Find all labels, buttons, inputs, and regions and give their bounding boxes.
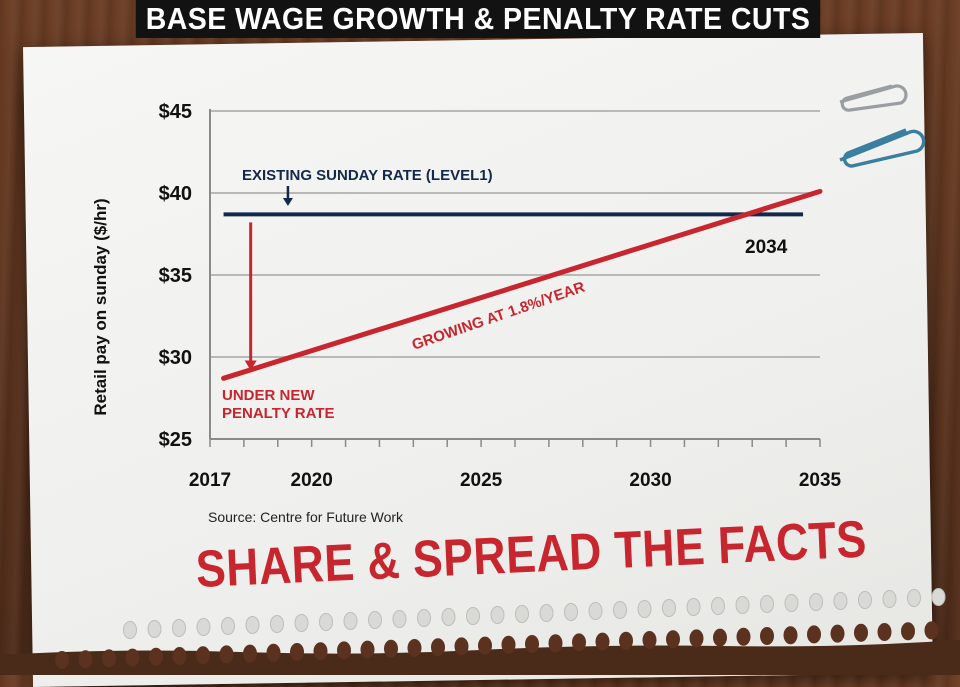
notebook-hole [55, 651, 69, 669]
notebook-hole [515, 605, 529, 623]
notebook-hole [642, 631, 657, 649]
y-tick-label: $40 [159, 183, 192, 205]
paper-clip-icon [839, 84, 908, 112]
notebook-hole [392, 610, 407, 628]
notebook-hole [525, 635, 539, 653]
notebook-hole [689, 629, 704, 648]
y-tick-label: $35 [159, 265, 192, 287]
notebook-hole [172, 647, 187, 665]
notebook-hole [431, 638, 445, 657]
notebook-hole [784, 594, 799, 612]
notebook-hole [123, 621, 137, 639]
notebook-hole [407, 639, 422, 657]
notebook-hole [384, 639, 398, 658]
notebook-hole [588, 602, 603, 620]
notebook-hole [833, 592, 848, 610]
y-tick-label: $45 [159, 101, 192, 123]
series-new-penalty-rate [221, 188, 823, 381]
notebook-hole [490, 606, 505, 624]
notebook-hole [149, 647, 163, 666]
notebook-hole [219, 645, 234, 664]
notebook-hole [619, 631, 633, 650]
notebook-hole [548, 634, 563, 653]
new-rate-label-line1: UNDER NEW [222, 387, 315, 404]
notebook-hole [270, 615, 284, 633]
notebook-hole [441, 608, 456, 626]
notebook-hole [125, 648, 140, 667]
notebook-hole [78, 650, 93, 669]
notebook-hole [783, 626, 798, 645]
existing-rate-label: EXISTING SUNDAY RATE (LEVEL1) [242, 167, 493, 184]
notebook-hole [736, 627, 751, 646]
notebook-hole [454, 637, 469, 656]
notebook-hole [711, 597, 725, 615]
notebook-hole [760, 595, 774, 613]
notebook-hole [686, 598, 701, 616]
crossover-year-label: 2034 [745, 237, 788, 258]
torn-edge [0, 640, 960, 675]
notebook-hole [662, 599, 676, 617]
page-title: BASE WAGE GROWTH & PENALTY RATE CUTS [135, 0, 821, 38]
notebook-hole [760, 627, 774, 645]
existing-arrow-head [282, 198, 293, 206]
y-axis-label: Retail pay on sunday ($/hr) [91, 198, 110, 415]
notebook-hole [572, 633, 586, 652]
notebook-hole [854, 623, 868, 642]
paper-clip-icon [839, 128, 926, 168]
notebook-hole [931, 588, 946, 606]
notebook-hole [313, 642, 328, 661]
source-note: Source: Centre for Future Work [208, 509, 404, 525]
notebook-hole [221, 617, 235, 635]
x-tick-label: 2030 [629, 470, 671, 491]
notebook-hole [564, 603, 578, 621]
notebook-hole [243, 644, 257, 663]
notebook-hole [501, 635, 516, 654]
y-tick-label: $25 [159, 429, 192, 451]
new-rate-label-line2: PENALTY RATE [222, 405, 335, 422]
notebook-hole [901, 622, 915, 641]
notebook-hole [319, 613, 333, 631]
notebook-hole [343, 612, 358, 630]
notebook-hole [637, 600, 652, 618]
y-tick-label: $30 [159, 347, 192, 369]
x-tick-label: 2025 [460, 470, 503, 491]
notebook-hole [196, 618, 211, 636]
notebook-hole [907, 589, 921, 607]
notebook-hole [245, 616, 260, 634]
notebook-hole [735, 596, 750, 614]
notebook-hole [877, 623, 892, 641]
notebook-hole [713, 628, 727, 647]
notebook-hole [417, 609, 431, 627]
x-tick-label: 2035 [799, 470, 842, 491]
notebook-hole [882, 590, 897, 608]
notebook-hole [102, 649, 116, 668]
notebook-hole [290, 643, 304, 661]
notebook-hole [809, 593, 823, 611]
notebook-hole [924, 621, 939, 640]
notebook-hole [172, 619, 186, 637]
notebook-hole [807, 625, 821, 644]
notebook-hole [539, 604, 554, 622]
notebook-hole [360, 640, 375, 659]
notebook-hole [196, 646, 210, 665]
notebook-hole [595, 632, 610, 651]
notebook-hole [666, 630, 680, 649]
notebook-hole [294, 614, 309, 632]
notebook-hole [613, 601, 627, 619]
notebook-hole [478, 636, 492, 655]
notebook-hole [147, 620, 162, 638]
notebook-hole [858, 591, 872, 609]
notebook-hole [337, 641, 351, 660]
notebook-hole [830, 624, 845, 643]
notebook-hole [368, 611, 382, 629]
x-tick-label: 2017 [189, 470, 231, 491]
drop-arrow-head [244, 360, 257, 371]
x-tick-label: 2020 [291, 470, 333, 491]
notebook-hole [266, 643, 281, 662]
notebook-hole [466, 607, 480, 625]
